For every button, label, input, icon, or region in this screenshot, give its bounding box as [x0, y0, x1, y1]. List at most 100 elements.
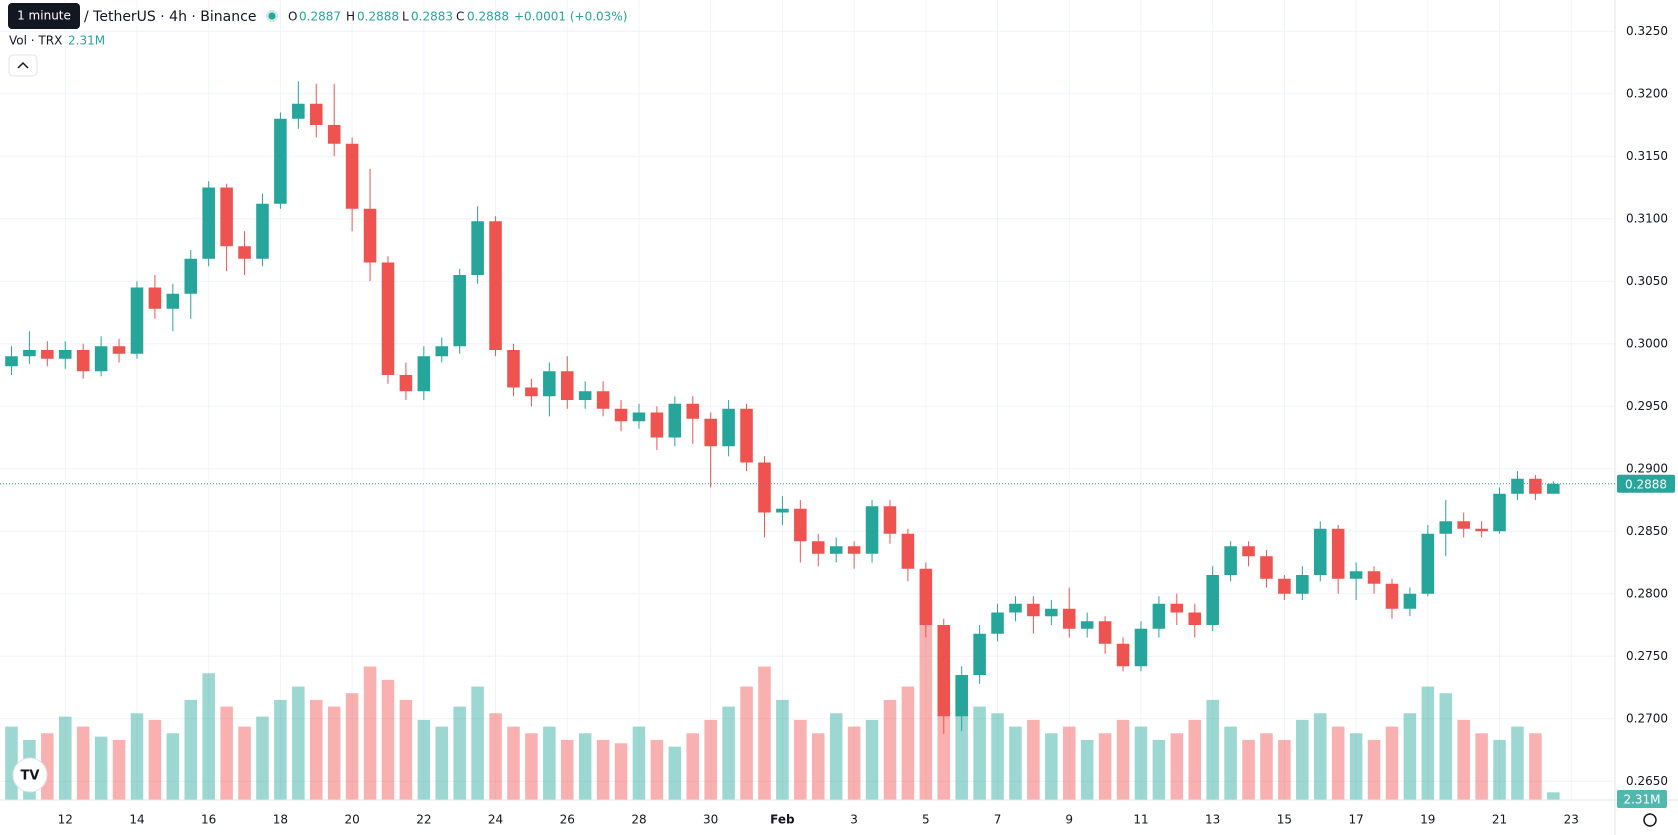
volume-bar — [202, 673, 215, 800]
x-tick-label: 28 — [631, 813, 646, 827]
candle-body — [1547, 483, 1560, 494]
c-value: 0.2888 — [467, 10, 509, 24]
volume-bar — [883, 699, 897, 800]
candle-body — [1421, 533, 1435, 594]
logo[interactable] — [12, 757, 48, 793]
candle-body — [525, 387, 538, 397]
volume-bar — [184, 699, 198, 800]
candle-body — [794, 508, 807, 542]
x-tick-label: 7 — [994, 813, 1002, 827]
volume-bar — [1547, 792, 1560, 800]
candle-body — [292, 103, 305, 119]
volume-bar — [58, 716, 72, 800]
volume-bar — [543, 726, 556, 800]
volume-bar — [220, 706, 233, 800]
candle-body — [399, 375, 413, 392]
candle-body — [973, 633, 986, 675]
candle-body — [1260, 556, 1273, 579]
volume-bar — [1278, 739, 1291, 800]
volume-bar — [112, 739, 126, 800]
candle-body — [417, 356, 431, 392]
candle-body — [453, 275, 466, 347]
candle-body — [202, 187, 215, 259]
volume-bar — [776, 699, 789, 800]
volume-bar — [166, 733, 180, 800]
y-tick-label: 0.2750 — [1626, 649, 1668, 663]
volume-bar — [1206, 699, 1219, 800]
candle-body — [1403, 593, 1417, 609]
c-label: C — [456, 10, 464, 24]
candle-body — [166, 293, 180, 309]
x-tick-label: 16 — [201, 813, 216, 827]
volume-bar — [1313, 713, 1327, 800]
candle-body — [632, 412, 646, 422]
candle-body — [1098, 621, 1112, 644]
volume-bar — [1116, 719, 1130, 800]
volume-bar — [1027, 719, 1040, 800]
y-tick-label: 0.3100 — [1626, 211, 1668, 225]
candle-body — [578, 391, 592, 400]
candle-body — [991, 612, 1004, 634]
volume-bar — [1385, 726, 1399, 800]
x-tick-label: 24 — [488, 813, 503, 827]
volume-bar — [740, 686, 753, 800]
volume-bar — [327, 706, 341, 800]
candle-body — [1278, 578, 1291, 594]
y-tick-label: 0.3150 — [1626, 149, 1668, 163]
volume-bar — [901, 686, 915, 800]
candle-body — [76, 350, 90, 372]
volume-bar — [1493, 739, 1506, 800]
candle-body — [1331, 528, 1345, 579]
volume-bar — [1134, 726, 1148, 800]
volume-bar — [1224, 726, 1237, 800]
candle-body — [847, 546, 861, 554]
volume-bar — [614, 743, 628, 800]
x-tick-label: 14 — [129, 813, 144, 827]
x-tick-label: 19 — [1420, 813, 1435, 827]
tooltip-box — [8, 3, 80, 29]
collapse-button[interactable] — [8, 54, 38, 77]
y-tick-label: 0.2800 — [1626, 586, 1668, 600]
volume-bar — [1403, 713, 1417, 800]
volume-bar — [256, 716, 269, 800]
volume-bar — [5, 726, 18, 800]
candle-body — [560, 371, 574, 400]
candle-body — [5, 356, 18, 367]
vol-value: 2.31M — [68, 34, 105, 48]
volume-bar — [704, 719, 717, 800]
y-tick-label: 0.3250 — [1626, 24, 1668, 38]
x-tick-label: 23 — [1564, 813, 1579, 827]
volume-bar — [238, 726, 251, 800]
candle-body — [1493, 493, 1506, 532]
x-tick-label: 3 — [850, 813, 858, 827]
volume-bar — [811, 733, 825, 800]
candle-body — [1062, 608, 1076, 629]
o-value: 0.2887 — [299, 10, 341, 24]
candle-body — [381, 262, 395, 375]
h-label: H — [346, 10, 355, 24]
candle-body — [184, 258, 198, 294]
candle-body — [1188, 612, 1202, 625]
candle-body — [23, 350, 36, 357]
l-value: 0.2883 — [411, 10, 453, 24]
candle-body — [1457, 521, 1470, 529]
volume-bar — [292, 686, 305, 800]
volume-bar — [847, 726, 861, 800]
candle-body — [1009, 603, 1022, 613]
volume-bar — [1421, 686, 1435, 800]
candle-body — [1027, 603, 1040, 617]
volume-bar — [596, 739, 610, 800]
candle-body — [238, 246, 251, 259]
volume-bar — [417, 719, 431, 800]
status-dot — [268, 12, 276, 20]
candle-body — [1152, 603, 1166, 629]
volume-bar — [560, 739, 574, 800]
volume-bar — [274, 699, 287, 800]
x-tick-label: 5 — [922, 813, 930, 827]
candle-body — [130, 287, 144, 354]
settings-icon[interactable] — [1643, 813, 1657, 827]
volume-bar — [399, 699, 413, 800]
x-tick-label: 11 — [1133, 813, 1148, 827]
